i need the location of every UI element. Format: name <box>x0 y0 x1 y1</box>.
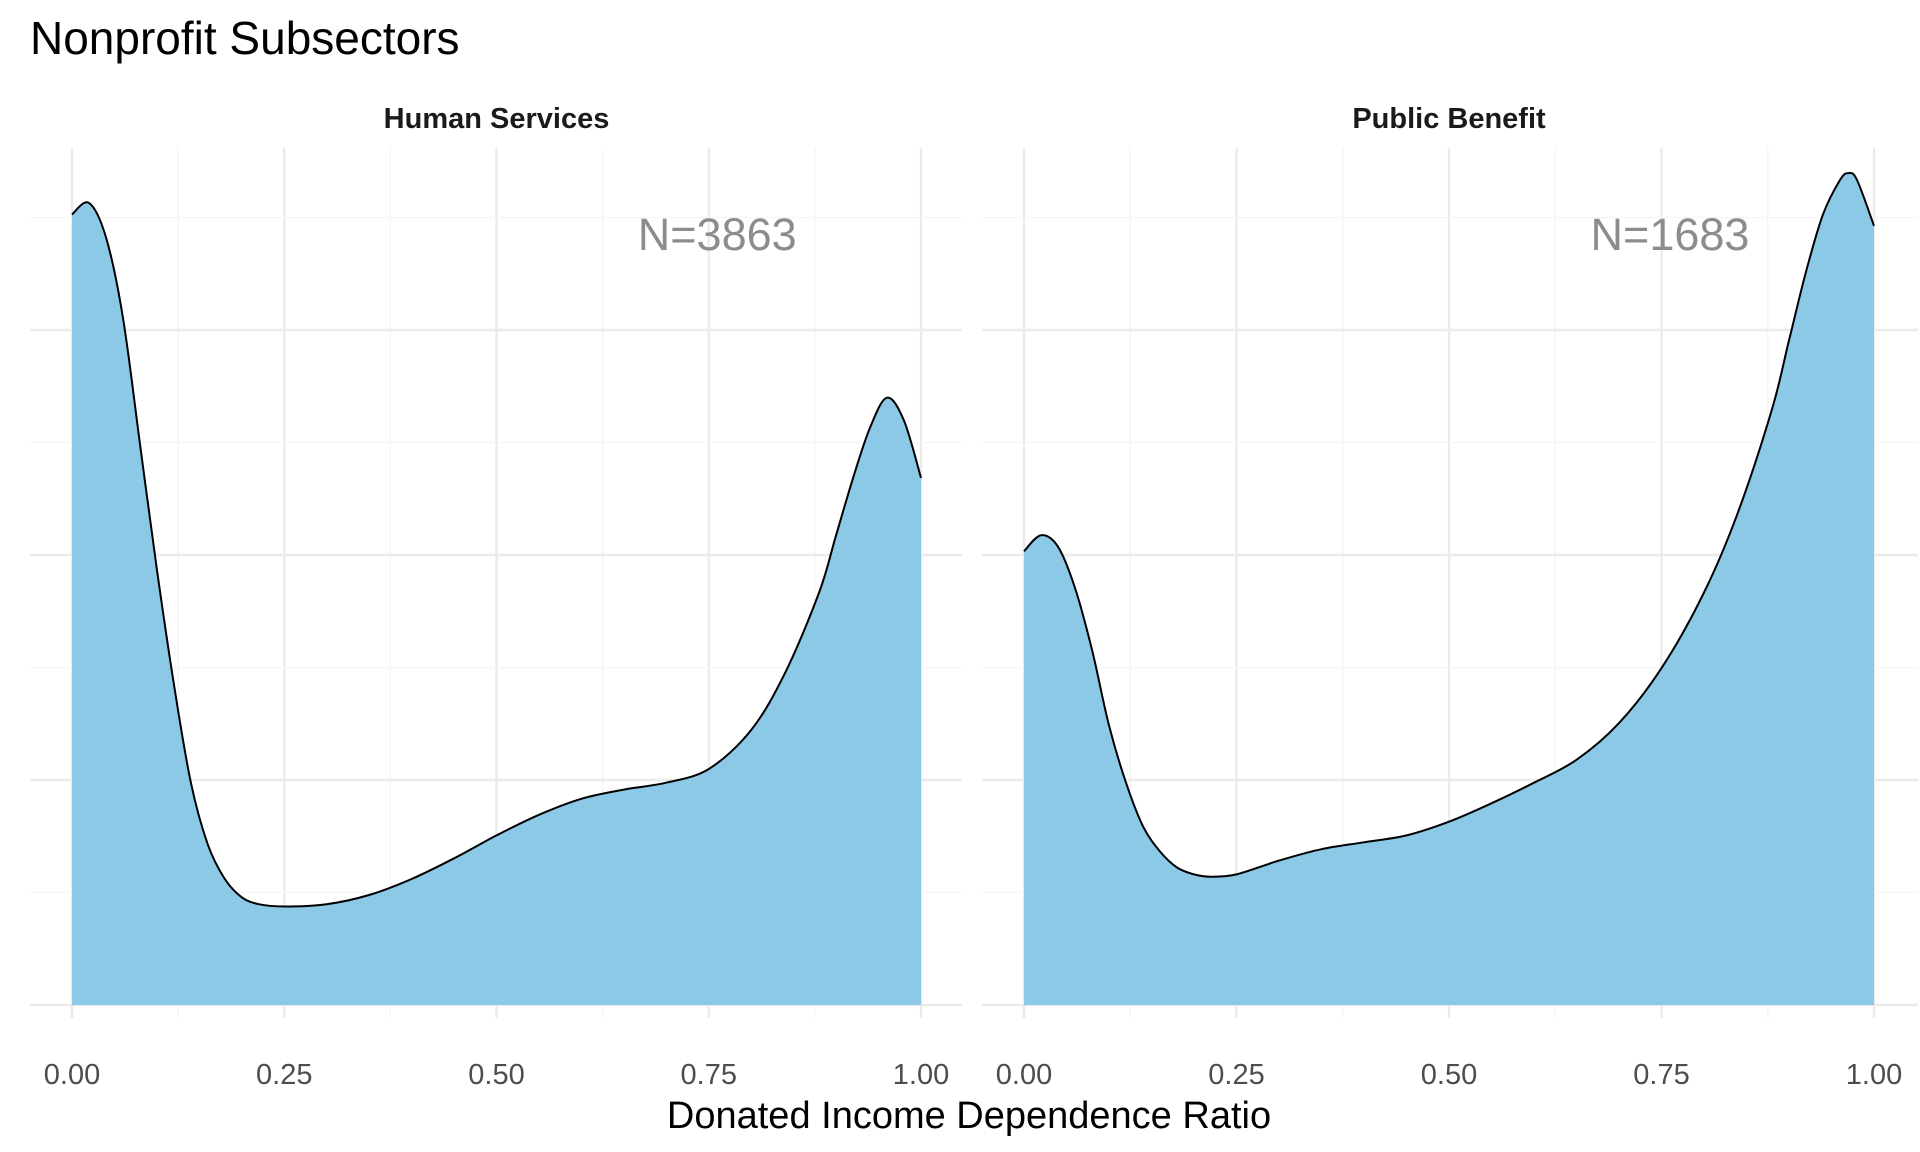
panel-human-services: Human Services N=3863 0.00 0.25 0.50 0.75 1.00 <box>30 103 962 1091</box>
density-line <box>71 201 922 908</box>
chart-title: Nonprofit Subsectors <box>30 12 460 64</box>
x-tick-label: 0.25 <box>1208 1059 1264 1091</box>
sample-size-annotation: N=3863 <box>638 209 797 260</box>
x-tick-label: 0.50 <box>1421 1059 1477 1091</box>
facet-title: Public Benefit <box>1352 103 1546 135</box>
sample-size-annotation: N=1683 <box>1591 209 1750 260</box>
x-tick-label: 0.75 <box>681 1059 737 1091</box>
density-area <box>72 202 921 1006</box>
panel-public-benefit: Public Benefit N=1683 0.00 0.25 0.50 0.75 1.00 <box>982 103 1918 1091</box>
x-tick-label: 0.00 <box>44 1059 100 1091</box>
facet-title: Human Services <box>384 103 610 135</box>
density-area <box>1024 172 1874 1005</box>
x-tick-label: 0.50 <box>468 1059 524 1091</box>
x-tick-label: 1.00 <box>1846 1059 1902 1091</box>
x-tick-label: 0.00 <box>996 1059 1052 1091</box>
density-line <box>1023 171 1875 878</box>
x-tick-label: 0.25 <box>256 1059 312 1091</box>
x-tick-label: 0.75 <box>1633 1059 1689 1091</box>
x-axis-label: Donated Income Dependence Ratio <box>667 1095 1271 1137</box>
x-tick-label: 1.00 <box>893 1059 949 1091</box>
